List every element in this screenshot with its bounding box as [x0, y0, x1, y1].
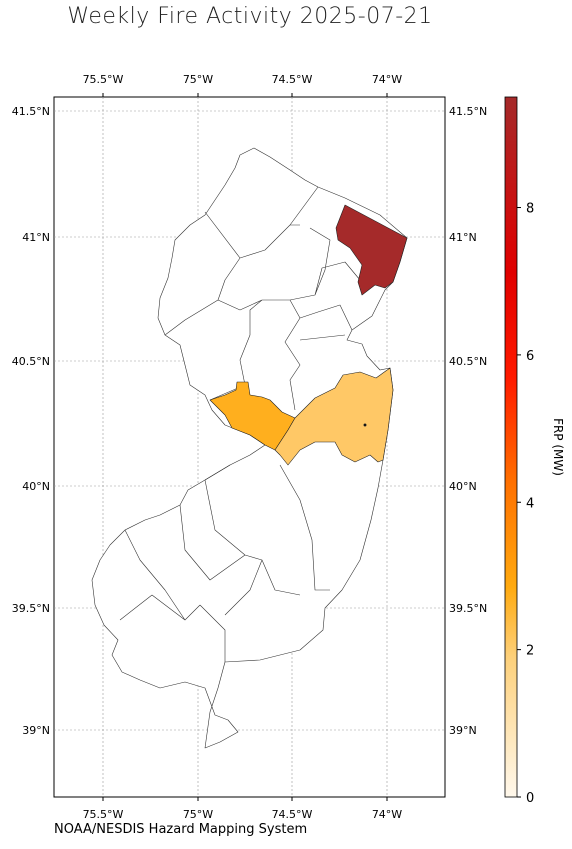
lat-label-left-2: 41°N: [22, 231, 50, 244]
lon-label-bottom-1: 75.5°W: [83, 808, 124, 821]
colorbar-ticks: 0 2 4 6 8: [517, 202, 534, 806]
colorbar-tick-label: 4: [526, 496, 534, 511]
state-outline: [91, 147, 408, 749]
colorbar-tick-label: 8: [526, 202, 534, 217]
county-central-west: [209, 381, 296, 451]
data-source-credit: NOAA/NESDIS Hazard Mapping System: [54, 822, 308, 837]
colorbar: [504, 96, 518, 798]
lat-label-right-1: 41.5°N: [449, 105, 487, 118]
lat-label-left-1: 41.5°N: [12, 105, 50, 118]
fire-detection-point: [363, 423, 367, 427]
lat-label-right-6: 39°N: [449, 724, 477, 737]
lon-label-top-2: 75°W: [183, 73, 213, 86]
colorbar-tick-label: 0: [526, 791, 534, 806]
map-title: Weekly Fire Activity 2025-07-21: [67, 4, 433, 29]
lon-label-bottom-2: 75°W: [183, 808, 213, 821]
lat-label-left-3: 40.5°N: [12, 355, 50, 368]
lat-label-left-5: 39.5°N: [12, 602, 50, 615]
lat-label-left-6: 39°N: [22, 724, 50, 737]
lat-label-right-2: 41°N: [449, 231, 477, 244]
colorbar-tick-label: 6: [526, 349, 534, 364]
state-map: [91, 147, 408, 749]
county-boundaries: [119, 186, 363, 662]
colorbar-tick-label: 2: [526, 644, 534, 659]
lat-label-right-5: 39.5°N: [449, 602, 487, 615]
colorbar-label: FRP (MW): [551, 418, 565, 476]
lon-label-bottom-4: 74°W: [372, 808, 402, 821]
county-northeast: [335, 204, 408, 296]
lat-label-right-4: 40°N: [449, 480, 477, 493]
county-central-east: [274, 367, 394, 466]
lat-label-right-3: 40.5°N: [449, 355, 487, 368]
lon-label-bottom-3: 74.5°W: [272, 808, 313, 821]
frame-ticks: [102, 93, 388, 801]
lat-label-left-4: 40°N: [22, 480, 50, 493]
lon-label-top-4: 74°W: [372, 73, 402, 86]
lon-label-top-3: 74.5°W: [272, 73, 313, 86]
lon-label-top-1: 75.5°W: [83, 73, 124, 86]
